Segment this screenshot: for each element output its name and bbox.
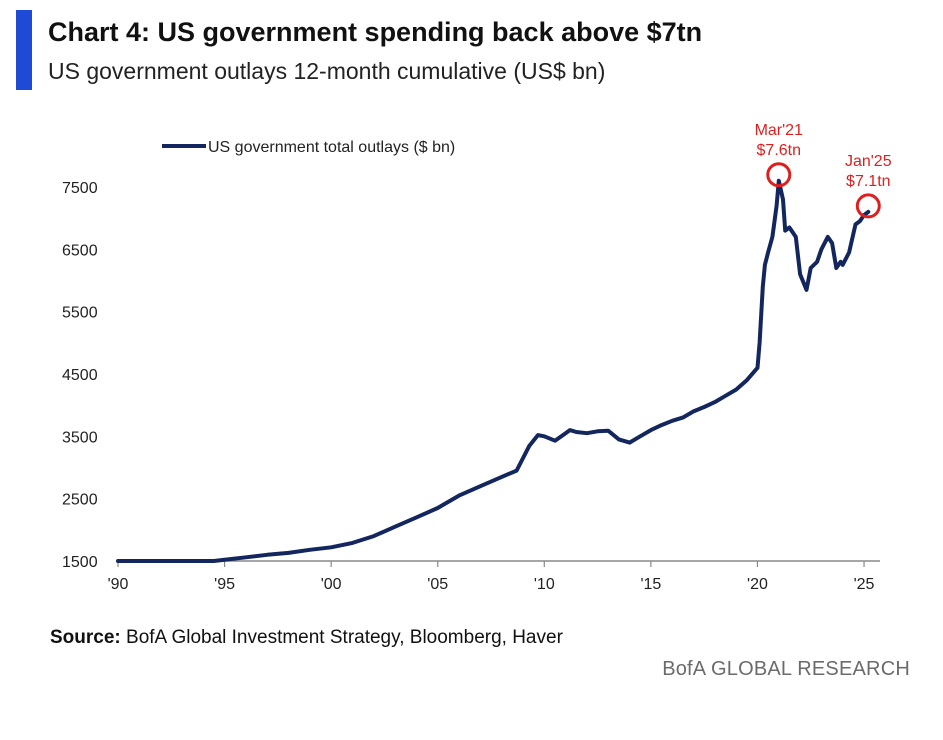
x-tick-label: '10 (534, 576, 555, 593)
annotation-value: $7.6tn (757, 142, 801, 159)
source-label: Source: (50, 627, 121, 648)
accent-bar (16, 10, 32, 90)
y-tick-label: 6500 (62, 242, 98, 259)
x-tick-label: '05 (427, 576, 448, 593)
annotation-circle (766, 162, 792, 188)
annotation-value: $7.1tn (846, 173, 890, 190)
source-note: Source: BofA Global Investment Strategy,… (50, 627, 563, 649)
annotation-circle (855, 193, 881, 219)
series-line-us-outlays (116, 178, 871, 563)
y-tick-label: 1500 (62, 554, 98, 571)
line-chart: 1500 2500 3500 4500 5500 6500 7500 '90 '95 '00 '0… (62, 122, 892, 593)
x-tick-label: '15 (640, 576, 661, 593)
y-tick-label: 4500 (62, 367, 98, 384)
chart-subtitle: US government outlays 12-month cumulativ… (48, 58, 606, 84)
x-tick-label: '00 (321, 576, 342, 593)
y-axis-ticks: 1500 2500 3500 4500 5500 6500 7500 (62, 180, 98, 571)
annotation-label: Jan'25 (845, 153, 892, 170)
y-tick-label: 7500 (62, 180, 98, 197)
brand-footer: BofA GLOBAL RESEARCH (662, 658, 910, 680)
source-text: BofA Global Investment Strategy, Bloombe… (120, 627, 563, 648)
x-tick-label: '25 (854, 576, 875, 593)
x-tick-label: '95 (214, 576, 235, 593)
y-tick-label: 5500 (62, 305, 98, 322)
x-axis-ticks: '90 '95 '00 '05 '10 '15 '20 '25 (108, 561, 875, 593)
legend: US government total outlays ($ bn) (162, 139, 455, 156)
annotations: Mar'21 $7.6tn Jan'25 $7.1tn (755, 122, 892, 219)
x-tick-label: '90 (108, 576, 129, 593)
legend-label: US government total outlays ($ bn) (208, 139, 455, 156)
x-tick-label: '20 (747, 576, 768, 593)
chart-title: Chart 4: US government spending back abo… (48, 17, 703, 47)
annotation-label: Mar'21 (755, 122, 804, 139)
y-tick-label: 2500 (62, 492, 98, 509)
y-tick-label: 3500 (62, 429, 98, 446)
